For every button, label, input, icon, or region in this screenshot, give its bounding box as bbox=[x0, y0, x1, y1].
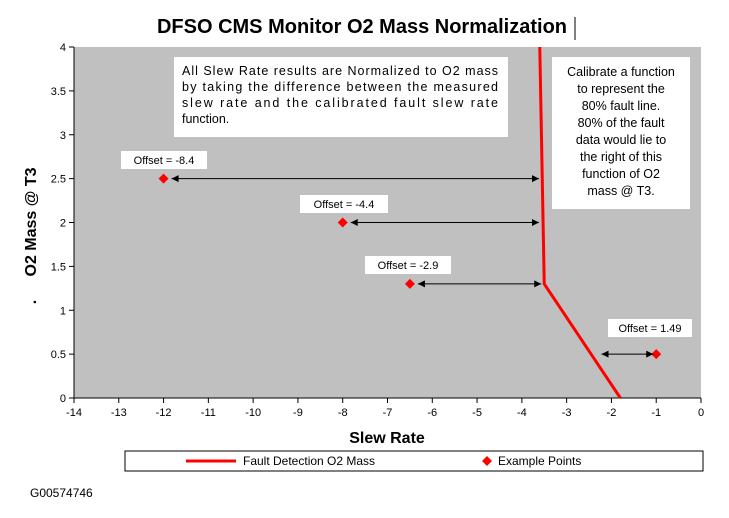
y-axis-title: O2 Mass @ T3 bbox=[23, 167, 40, 276]
legend-box bbox=[124, 450, 704, 472]
note-text-line: All Slew Rate results are Normalized to … bbox=[182, 64, 498, 78]
x-tick-label: -1 bbox=[651, 407, 661, 419]
offset-label-box bbox=[121, 151, 207, 169]
offset-label: Offset = -4.4 bbox=[314, 199, 375, 211]
figure-id: G00574746 bbox=[30, 486, 93, 500]
y-tick-label: 4 bbox=[60, 42, 66, 54]
offset-label: Offset = -8.4 bbox=[134, 155, 195, 167]
x-tick-label: -5 bbox=[472, 407, 482, 419]
note-text-line: data would lie to bbox=[576, 133, 666, 147]
y-tick-label: 0.5 bbox=[51, 349, 66, 361]
notes-layer: All Slew Rate results are Normalized to … bbox=[174, 57, 690, 209]
y-tick-label: 2.5 bbox=[51, 174, 66, 186]
offset-label-box bbox=[365, 256, 451, 274]
note-text-line: 80% of the fault bbox=[578, 116, 665, 130]
example-point bbox=[404, 278, 415, 289]
example-point bbox=[337, 217, 348, 228]
offset-label-box bbox=[608, 319, 692, 337]
y-tick-label: 2 bbox=[60, 218, 66, 230]
x-tick-label: -3 bbox=[562, 407, 572, 419]
x-tick-label: -11 bbox=[201, 407, 216, 419]
x-tick-label: -2 bbox=[607, 407, 617, 419]
arrow-head bbox=[534, 280, 542, 288]
note-text-line: function. bbox=[182, 112, 229, 126]
x-tick-label: -7 bbox=[383, 407, 393, 419]
arrow-head bbox=[417, 280, 425, 288]
arrow-head bbox=[601, 350, 609, 358]
note-text-line: mass @ T3. bbox=[587, 184, 654, 198]
legend-diamond-swatch bbox=[482, 456, 492, 466]
arrow-head bbox=[171, 175, 179, 183]
axes: -14 -13 -12 -11 -10 -9 -8 -7 -6 -5 -4 -3 -2 -1 000.511… bbox=[51, 42, 704, 419]
x-tick-label: -13 bbox=[111, 407, 127, 419]
note-text-line: by taking the difference between the mea… bbox=[182, 80, 498, 94]
y-tick-label: 3 bbox=[60, 130, 66, 142]
arrow-head bbox=[532, 219, 540, 226]
y-tick-label: 1.5 bbox=[51, 261, 66, 273]
note-text-line: the right of this bbox=[580, 150, 662, 164]
x-tick-label: -10 bbox=[245, 407, 261, 419]
example-point bbox=[158, 173, 169, 184]
note-text-line: 80% fault line. bbox=[582, 99, 661, 113]
note-box bbox=[174, 57, 508, 137]
note-text-line: function of O2 bbox=[582, 167, 660, 181]
legend-entry-example-points: Example Points bbox=[498, 454, 581, 468]
chart-title: DFSO CMS Monitor O2 Mass Normalization bbox=[157, 16, 567, 38]
offset-label-box bbox=[300, 195, 388, 213]
example-point bbox=[651, 349, 662, 360]
x-tick-label: -14 bbox=[66, 407, 82, 419]
y-tick-label: 3.5 bbox=[51, 86, 66, 98]
arrow-head bbox=[532, 175, 540, 183]
x-tick-label: -12 bbox=[156, 407, 172, 419]
fault-detection-line bbox=[538, 46, 622, 399]
y-tick-label: 0 bbox=[60, 393, 66, 405]
x-tick-label: -9 bbox=[293, 407, 303, 419]
legend: Fault Detection O2 Mass Example Points bbox=[124, 450, 704, 472]
y-tick-label: 1 bbox=[60, 305, 66, 317]
x-tick-label: -4 bbox=[517, 407, 527, 419]
note-text-line: Calibrate a function bbox=[567, 65, 675, 79]
note-text-line: to represent the bbox=[577, 82, 665, 96]
x-tick-label: -8 bbox=[338, 407, 348, 419]
x-tick-label: 0 bbox=[698, 407, 704, 419]
y-axis-title-suffix: . bbox=[23, 300, 40, 304]
note-box bbox=[552, 57, 690, 209]
arrow-head bbox=[646, 350, 654, 358]
x-axis-title: Slew Rate bbox=[349, 430, 425, 447]
arrow-head bbox=[350, 219, 358, 226]
legend-entry-fault-line: Fault Detection O2 Mass bbox=[243, 454, 375, 468]
series-layer bbox=[158, 46, 662, 399]
offset-label: Offset = 1.49 bbox=[618, 323, 681, 335]
annotations-layer: Offset = -8.4 Offset = -4.4 Offset = -2.9 O… bbox=[121, 151, 692, 358]
offset-label: Offset = -2.9 bbox=[378, 260, 439, 272]
x-tick-label: -6 bbox=[427, 407, 437, 419]
